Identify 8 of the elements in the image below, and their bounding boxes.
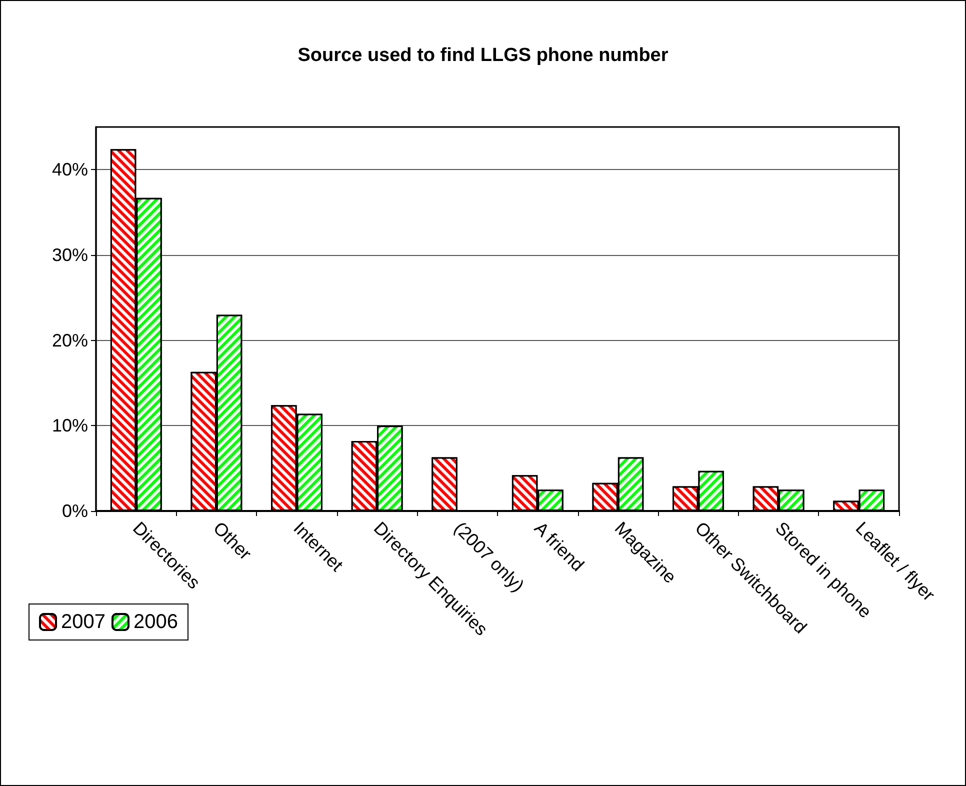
legend-label: 2006	[133, 611, 178, 633]
y-tick-label: 0%	[62, 501, 88, 521]
y-tick-label: 30%	[52, 245, 88, 265]
y-tick-label: 20%	[52, 330, 88, 350]
chart-title: Source used to find LLGS phone number	[298, 45, 669, 66]
y-tick-label: 10%	[52, 416, 88, 436]
legend-label: 2007	[61, 611, 106, 633]
y-tick-label: 40%	[52, 160, 88, 180]
